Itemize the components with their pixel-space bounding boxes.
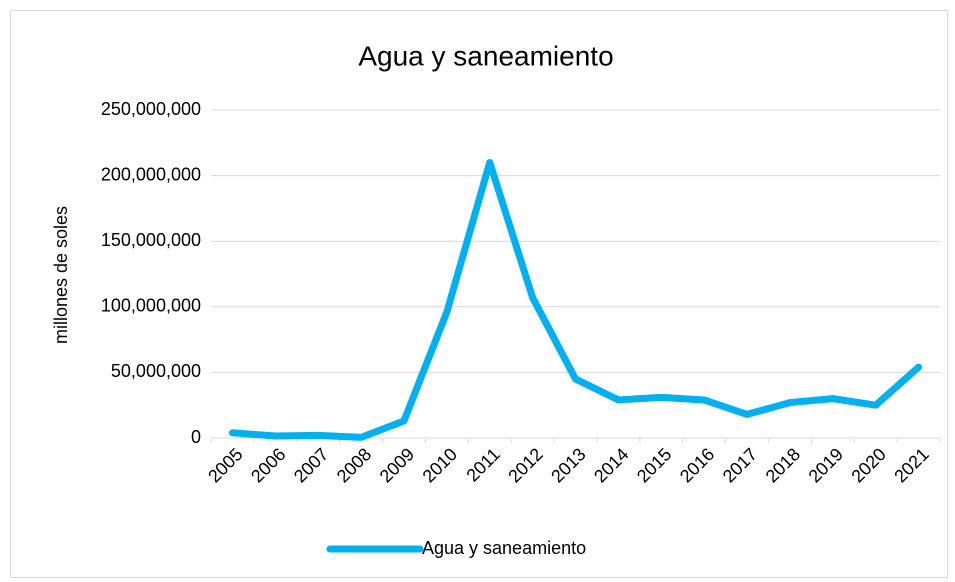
legend-label: Agua y saneamiento — [422, 538, 586, 558]
y-tick-label: 0 — [191, 427, 201, 447]
y-tick-label: 250,000,000 — [101, 99, 201, 119]
y-tick-label: 200,000,000 — [101, 164, 201, 184]
chart-title: Agua y saneamiento — [358, 40, 613, 71]
y-axis-label: millones de soles — [51, 206, 71, 344]
y-tick-label: 50,000,000 — [111, 361, 201, 381]
data-line — [228, 158, 923, 441]
y-tick-label: 150,000,000 — [101, 230, 201, 250]
chart-frame — [10, 10, 948, 578]
y-tick-label: 100,000,000 — [101, 296, 201, 316]
